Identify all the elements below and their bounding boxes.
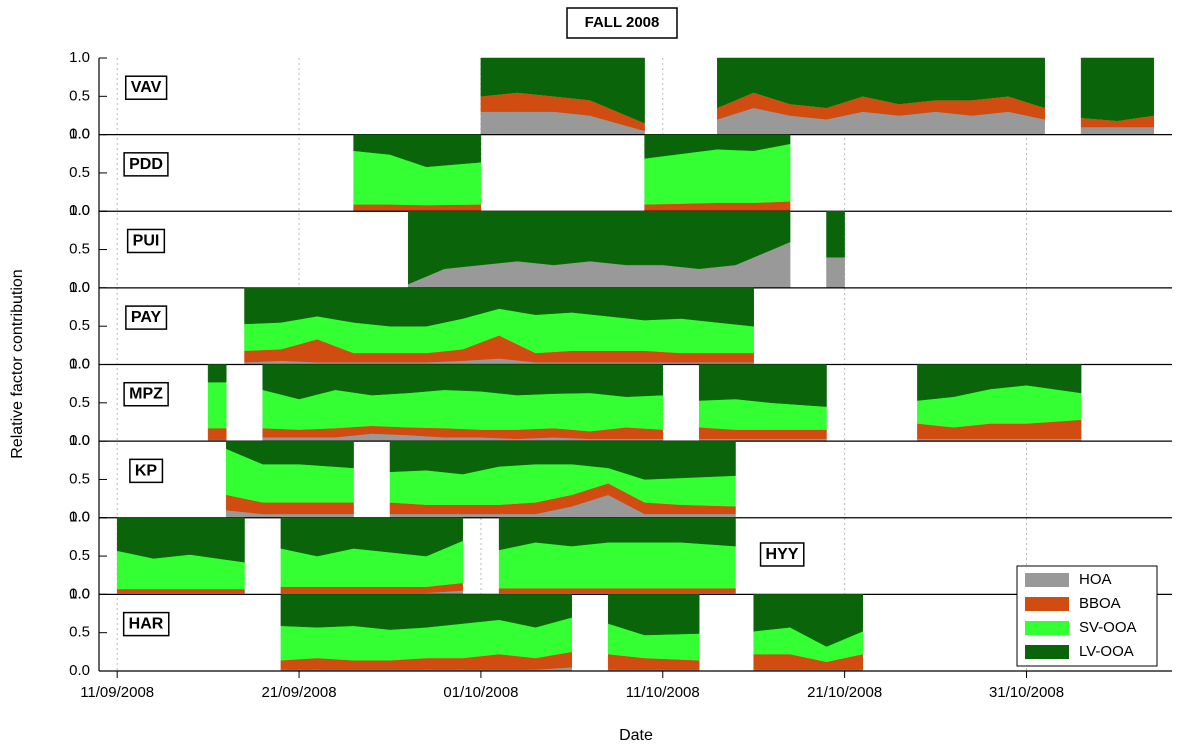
area-segment	[753, 594, 864, 647]
y-tick-label: 0.5	[69, 241, 90, 258]
y-tick-label: 0.5	[69, 394, 90, 411]
panel-label: PUI	[133, 232, 160, 249]
y-tick-label: 0.0	[69, 585, 90, 602]
y-tick-label: 1.0	[69, 432, 90, 449]
panel-label-group: PAY	[125, 305, 168, 330]
area-segment	[1080, 126, 1155, 135]
panel-label: MPZ	[129, 386, 163, 403]
y-tick-label: 0.0	[69, 279, 90, 296]
y-tick-label: 1.0	[69, 49, 90, 66]
chart-title: FALL 2008	[585, 14, 660, 31]
area-segment	[389, 440, 736, 480]
legend-label: BBOA	[1079, 595, 1121, 612]
panel-label-group: VAV	[124, 75, 168, 100]
panel-label: PAY	[131, 309, 162, 326]
x-tick-label: 21/09/2008	[262, 684, 337, 701]
y-tick-label: 0.5	[69, 547, 90, 564]
area-segment	[826, 211, 845, 258]
x-tick-label: 21/10/2008	[807, 684, 882, 701]
y-tick-label: 0.0	[69, 509, 90, 526]
area-segment	[226, 440, 354, 469]
panel-label-group: PUI	[126, 228, 166, 254]
y-tick-label: 1.0	[69, 585, 90, 602]
x-tick-label: 11/10/2008	[626, 684, 700, 701]
area-segment	[498, 542, 736, 589]
area-segment	[607, 594, 700, 636]
area-segment	[826, 256, 845, 289]
x-tick-label: 01/10/2008	[443, 684, 518, 701]
area-segment	[244, 287, 754, 327]
area-segment	[644, 134, 791, 159]
panel-label-box	[759, 542, 805, 567]
legend-label: HOA	[1079, 571, 1112, 588]
y-tick-label: 0.5	[69, 87, 90, 104]
area-segment	[116, 588, 245, 594]
panel-label-box	[122, 611, 170, 637]
y-tick-label: 0.0	[69, 202, 90, 219]
area-segment	[353, 204, 482, 211]
y-tick-label: 0.5	[69, 470, 90, 487]
panel-label-box	[124, 75, 168, 100]
panel-label-box	[129, 458, 164, 484]
panel-label: PDD	[129, 156, 163, 173]
panel-label-group: HAR	[122, 611, 170, 637]
area-segment	[280, 517, 463, 557]
area-segment	[207, 427, 227, 440]
y-tick-label: 0.0	[69, 432, 90, 449]
y-tick-label: 1.0	[69, 509, 90, 526]
area-segment	[480, 57, 645, 124]
area-segment	[207, 381, 227, 429]
area-segment	[207, 364, 227, 383]
panel-label: HYY	[766, 546, 799, 563]
panel-label-group: HYY	[759, 542, 805, 567]
y-tick-label: 0.0	[69, 662, 90, 679]
y-tick-label: 0.0	[69, 355, 90, 372]
area-segment	[698, 364, 827, 407]
area-segment	[262, 389, 664, 432]
x-tick-label: 31/10/2008	[989, 684, 1064, 701]
area-segment	[917, 364, 1082, 401]
area-segment	[280, 594, 573, 630]
y-tick-label: 0.5	[69, 624, 90, 641]
area-segment	[262, 364, 664, 400]
panel-label-group: KP	[129, 458, 164, 484]
panel-label: KP	[135, 462, 158, 479]
panel-label-box	[123, 381, 169, 407]
legend-label: SV-OOA	[1079, 619, 1137, 636]
legend-swatch	[1025, 621, 1069, 635]
x-tick-label: 11/09/2008	[80, 684, 154, 701]
panel-label: HAR	[129, 616, 164, 633]
area-segment	[498, 517, 736, 551]
area-segment	[498, 587, 736, 594]
y-tick-label: 0.0	[69, 126, 90, 143]
y-tick-label: 1.0	[69, 279, 90, 296]
y-axis-label: Relative factor contribution	[9, 269, 26, 458]
panel-label-group: PDD	[123, 152, 169, 177]
x-axis-label: Date	[619, 727, 653, 744]
area-segment	[1080, 57, 1155, 122]
legend-swatch	[1025, 573, 1069, 587]
y-tick-label: 1.0	[69, 126, 90, 143]
panel-label-box	[125, 305, 168, 330]
area-segment	[116, 517, 245, 563]
legend-label: LV-OOA	[1079, 643, 1134, 660]
title-box	[566, 7, 678, 39]
panel-label-group: MPZ	[123, 381, 169, 407]
y-tick-label: 0.5	[69, 317, 90, 334]
panel-label-box	[126, 228, 166, 254]
y-tick-label: 0.5	[69, 164, 90, 181]
legend-swatch	[1025, 597, 1069, 611]
area-segment	[407, 211, 791, 285]
area-segment	[717, 57, 1045, 109]
legend-swatch	[1025, 645, 1069, 659]
y-tick-label: 1.0	[69, 202, 90, 219]
panel-label-box	[123, 152, 169, 177]
panel-label: VAV	[131, 79, 162, 96]
y-tick-label: 1.0	[69, 355, 90, 372]
area-segment	[353, 134, 482, 168]
